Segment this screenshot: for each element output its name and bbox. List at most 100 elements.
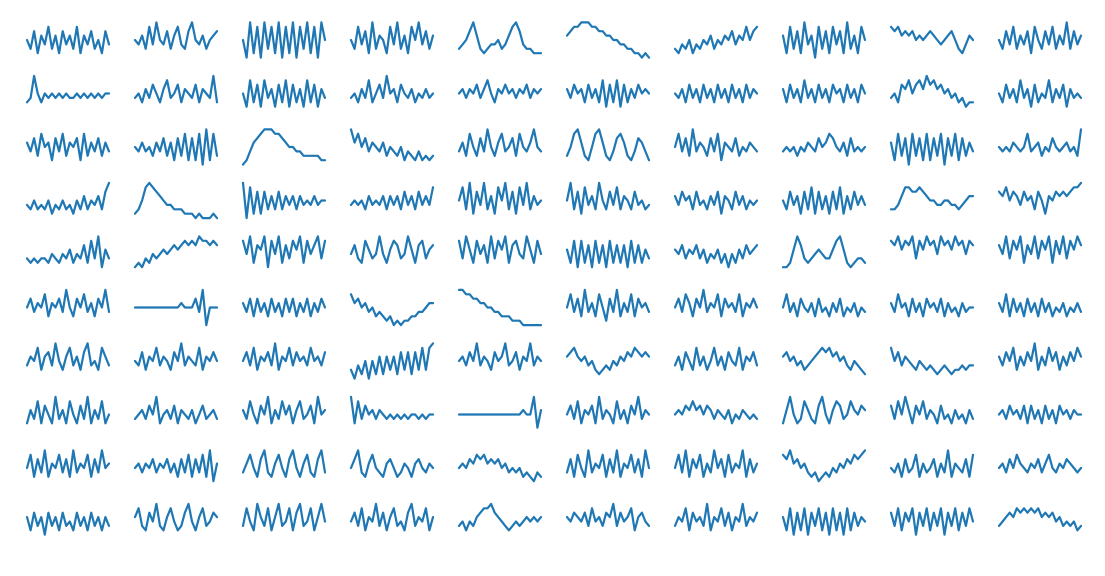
series-line [349,74,435,104]
series-line [673,244,759,269]
series-line [781,21,867,59]
series-line [781,79,867,104]
series-line [133,128,219,166]
series-line [349,235,435,264]
series-line [997,181,1083,215]
series-line [565,239,651,269]
series-line [565,346,651,376]
series-line [997,404,1083,425]
series-line [997,342,1083,371]
series-line [997,128,1083,157]
series-line [25,395,111,425]
series-line [889,74,975,108]
series-line [997,21,1083,55]
series-line [673,449,759,478]
series-line [565,395,651,425]
series-line [673,83,759,104]
series-line [133,74,219,104]
series-line [457,21,543,55]
series-line [241,235,327,269]
series-line [241,342,327,371]
series-line [673,400,759,425]
series-line [133,449,219,483]
series-line [133,288,219,327]
series-line [565,449,651,478]
series-line [565,79,651,108]
series-line [889,25,975,55]
series-line [889,507,975,536]
series-line [781,507,867,536]
series-line [241,449,327,478]
series-line [25,449,111,478]
series-line [25,235,111,269]
series-line [349,449,435,478]
series-line [349,502,435,532]
series-line [349,128,435,162]
series-line [241,297,327,318]
series-line [457,128,543,157]
series-line [25,288,111,318]
series-line [349,293,435,327]
series-line [781,293,867,318]
series-line [565,21,651,59]
series-line [25,342,111,371]
series-line [241,79,327,108]
series-line [241,395,327,425]
series-line [889,346,975,376]
series-line [673,288,759,318]
series-line [457,395,543,429]
series-line [889,132,975,166]
series-line [781,132,867,157]
series-line [25,181,111,215]
series-line [781,346,867,376]
series-line [997,453,1083,474]
series-line [997,79,1083,108]
series-line [565,502,651,532]
series-line [133,342,219,371]
series-line [241,21,327,59]
series-line [133,181,219,220]
series-line [349,21,435,55]
series-line [673,25,759,55]
series-line [25,25,111,55]
series-line [565,128,651,162]
series-line [241,128,327,166]
series-line [781,235,867,269]
series-line [457,235,543,264]
series-line [781,449,867,483]
series-line [349,342,435,380]
series-line [673,190,759,215]
series-line [889,449,975,478]
series-line [457,342,543,371]
series-line [781,186,867,215]
series-line [349,186,435,211]
series-line [889,186,975,211]
series-line [457,502,543,532]
series-line [889,235,975,260]
series-line [457,288,543,327]
series-line [457,453,543,483]
series-line [673,128,759,162]
series-line [133,235,219,269]
series-line [241,502,327,532]
series-line [565,288,651,322]
series-line [673,346,759,371]
series-line [889,293,975,318]
series-line [457,79,543,104]
series-line [241,181,327,220]
series-line [133,395,219,425]
series-line [457,181,543,215]
series-line [997,235,1083,264]
series-line [349,395,435,425]
series-line [133,21,219,50]
series-line [565,181,651,215]
series-line [25,74,111,104]
series-line [133,502,219,532]
series-line [997,507,1083,532]
series-line [781,395,867,425]
series-line [25,132,111,162]
series-line [997,293,1083,318]
series-line [25,511,111,536]
